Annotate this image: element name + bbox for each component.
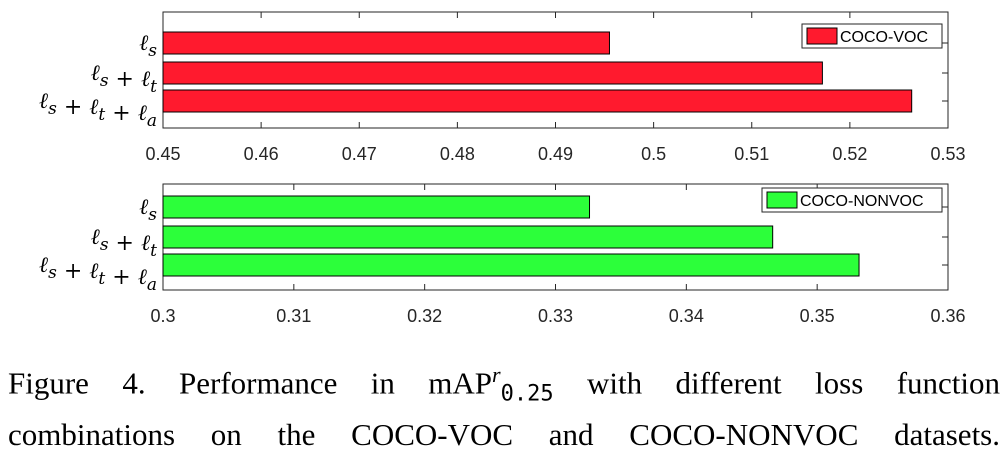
x-tick-label: 0.35: [800, 306, 835, 326]
caption-text-before: Performance in mAP: [179, 365, 493, 401]
x-tick-label: 0.5: [641, 144, 666, 164]
category-label: ℓs + ℓt + ℓa: [39, 89, 157, 131]
x-tick-label: 0.34: [669, 306, 704, 326]
x-tick-label: 0.31: [276, 306, 311, 326]
bar-coco-nonvoc: [162, 253, 860, 277]
x-tick-label: 0.46: [244, 144, 279, 164]
x-tick-label: 0.47: [342, 144, 377, 164]
bar-coco-voc: [162, 31, 610, 55]
category-label: ℓs + ℓt + ℓa: [39, 253, 157, 295]
chart-1: 0.45 0.46 0.47 0.48 0.49 0.5 0.51 0.52 0.53ℓsℓs …: [39, 11, 966, 164]
caption-label: Figure 4.: [8, 365, 146, 401]
x-tick-label: 0.36: [930, 306, 965, 326]
bar-coco-voc: [162, 89, 913, 113]
caption-text-after: with different loss function: [586, 365, 1001, 401]
category-label: ℓs: [139, 31, 157, 61]
legend-swatch: [806, 27, 838, 45]
caption-line-2: combinations on the COCO-VOC and COCO-NO…: [8, 416, 1000, 452]
bar-coco-nonvoc: [162, 195, 591, 219]
category-label: ℓs + ℓt: [91, 225, 158, 261]
bar-coco-voc: [162, 61, 823, 85]
category-label: ℓs + ℓt: [91, 61, 158, 97]
figure-caption: Figure 4. Performance in mAPr0.25 with d…: [8, 355, 1000, 455]
x-tick-label: 0.3: [150, 306, 175, 326]
bar-coco-nonvoc: [162, 225, 774, 249]
x-tick-label: 0.49: [538, 144, 573, 164]
legend-label: COCO-VOC: [840, 29, 928, 46]
legend-swatch: [766, 191, 798, 209]
x-tick-label: 0.48: [440, 144, 475, 164]
figure-charts: 0.45 0.46 0.47 0.48 0.49 0.5 0.51 0.52 0.53ℓsℓs …: [39, 11, 966, 326]
x-tick-label: 0.52: [832, 144, 867, 164]
caption-superscript: r: [492, 362, 501, 387]
x-tick-label: 0.45: [145, 144, 180, 164]
x-tick-label: 0.51: [734, 144, 769, 164]
caption-subscript: 0.25: [500, 381, 554, 407]
x-tick-label: 0.53: [930, 144, 965, 164]
legend-label: COCO-NONVOC: [800, 193, 924, 210]
x-tick-label: 0.33: [538, 306, 573, 326]
x-tick-label: 0.32: [407, 306, 442, 326]
category-label: ℓs: [139, 195, 157, 225]
